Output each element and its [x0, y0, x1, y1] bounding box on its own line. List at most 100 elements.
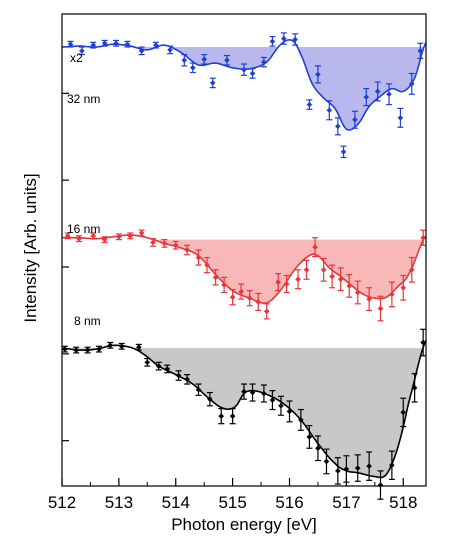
data-point-16nm [204, 256, 211, 274]
data-point-16nm [312, 237, 319, 258]
shaded-area-8nm [62, 348, 426, 478]
data-point-8nm [277, 395, 284, 416]
x-tick-label: 514 [162, 493, 190, 512]
data-point-16nm [337, 267, 344, 292]
point-marker [204, 262, 210, 268]
data-point-8nm [118, 342, 125, 350]
data-point-32nm [223, 54, 230, 66]
point-marker [263, 308, 270, 315]
x-tick-label: 517 [332, 493, 360, 512]
data-point-32nm [351, 110, 358, 129]
point-marker [417, 48, 424, 54]
point-marker [352, 116, 358, 123]
data-point-16nm [138, 229, 145, 237]
data-point-16nm [64, 232, 71, 240]
x-tick-label: 515 [218, 493, 246, 512]
point-marker [73, 347, 80, 353]
data-point-32nm [201, 53, 208, 65]
data-point-8nm [229, 407, 236, 425]
point-marker [212, 274, 219, 281]
data-point-16nm [246, 289, 253, 307]
data-point-8nm [107, 341, 114, 349]
point-marker [96, 346, 102, 352]
point-marker [64, 233, 71, 239]
point-marker [337, 276, 344, 283]
point-marker [323, 458, 330, 465]
data-point-16nm [184, 244, 191, 256]
point-marker [127, 233, 134, 239]
data-point-8nm [343, 455, 350, 483]
point-marker [315, 445, 321, 452]
data-point-8nm [184, 374, 191, 385]
point-marker [138, 48, 145, 54]
point-marker [184, 376, 190, 383]
point-marker [221, 282, 227, 288]
point-marker [161, 240, 168, 247]
point-marker [79, 48, 85, 54]
data-point-8nm [269, 390, 276, 411]
point-marker [281, 35, 287, 42]
point-marker [366, 296, 372, 302]
point-marker [246, 295, 253, 301]
point-marker [195, 254, 202, 261]
point-marker [329, 273, 335, 280]
data-point-16nm [229, 289, 236, 306]
data-point-16nm [255, 292, 262, 312]
data-point-8nm [249, 383, 256, 402]
annotation-32nm: 32 nm [67, 92, 100, 106]
annotation-8nm: 8 nm [74, 314, 101, 328]
data-point-16nm [101, 236, 108, 244]
data-point-32nm [101, 39, 108, 47]
point-marker [209, 80, 216, 86]
point-marker [116, 233, 122, 240]
data-point-16nm [263, 303, 270, 320]
point-marker [190, 65, 196, 71]
axis-ticks: 512 513 514 515 516 517 518 [48, 92, 417, 512]
point-marker [320, 267, 327, 273]
data-point-32nm [306, 99, 313, 110]
data-point-32nm [417, 42, 424, 59]
data-point-32nm [326, 100, 333, 121]
point-marker [346, 283, 353, 289]
data-point-32nm [397, 107, 404, 128]
data-point-32nm [124, 40, 131, 48]
point-marker [101, 236, 108, 243]
data-point-32nm [167, 45, 174, 55]
data-point-16nm [221, 276, 228, 294]
data-point-16nm [346, 273, 353, 298]
point-marker [184, 247, 190, 253]
point-marker [218, 413, 225, 419]
point-marker [374, 88, 381, 95]
point-marker [181, 57, 188, 64]
data-point-32nm [269, 36, 276, 47]
point-marker [261, 59, 267, 65]
point-marker [366, 463, 372, 469]
point-marker [67, 41, 74, 48]
point-marker [275, 279, 281, 285]
data-point-8nm [61, 345, 68, 353]
data-point-16nm [238, 283, 245, 300]
data-point-32nm [67, 40, 74, 48]
data-point-8nm [175, 370, 182, 381]
fit-line-16nm [61, 234, 427, 304]
point-marker [249, 70, 256, 77]
point-marker [62, 346, 68, 352]
point-marker [113, 40, 119, 47]
data-point-8nm [388, 450, 395, 480]
point-marker [389, 462, 395, 469]
data-point-8nm [135, 343, 142, 351]
annotation-16nm: 16 nm [67, 222, 100, 236]
point-marker [229, 294, 236, 300]
data-point-32nm [280, 32, 287, 45]
data-point-16nm [275, 273, 282, 292]
data-point-8nm [164, 364, 171, 374]
point-marker [397, 115, 404, 121]
data-point-16nm [283, 274, 290, 294]
point-marker [76, 235, 82, 242]
point-marker [90, 42, 97, 48]
data-point-32nm [138, 46, 145, 56]
point-marker [269, 38, 276, 45]
data-point-32nm [374, 81, 381, 102]
point-marker [420, 234, 426, 241]
point-marker [229, 413, 236, 419]
